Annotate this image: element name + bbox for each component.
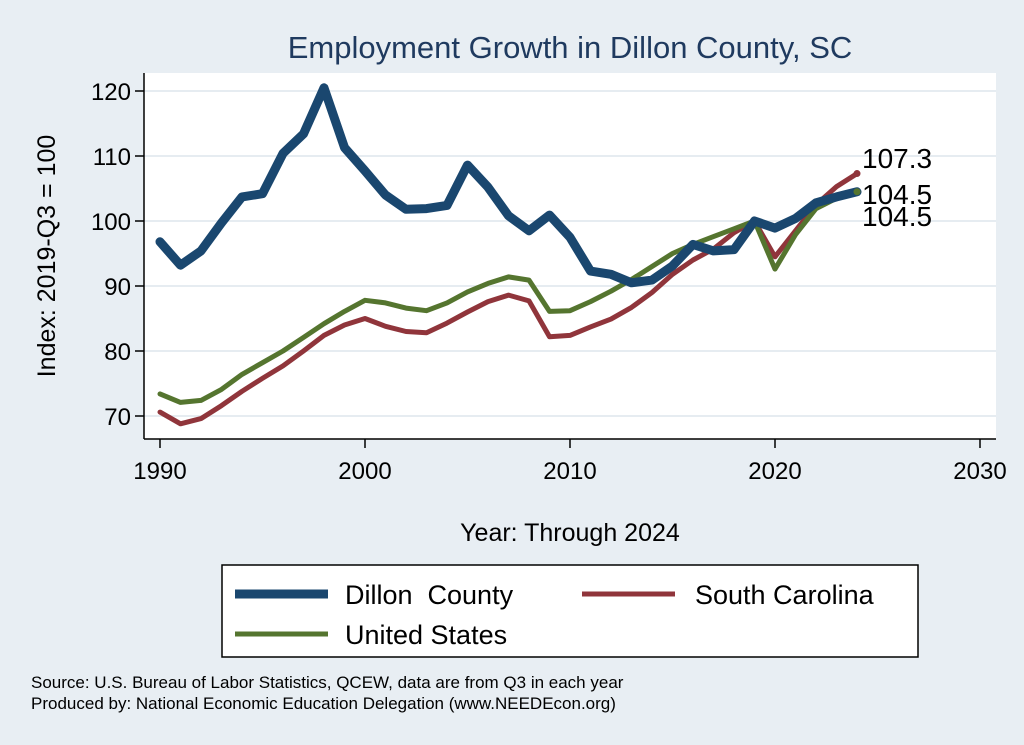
end-point-marker — [854, 170, 861, 177]
x-axis-label: Year: Through 2024 — [460, 519, 680, 547]
y-tick-label: 90 — [104, 274, 131, 301]
legend-label-us: United States — [345, 620, 507, 650]
end-value-label: 107.3 — [862, 143, 932, 174]
x-tick-label: 2020 — [748, 458, 801, 485]
y-tick-label: 80 — [104, 339, 131, 366]
chart-title: Employment Growth in Dillon County, SC — [288, 30, 853, 65]
end-point-marker — [854, 188, 861, 195]
y-tick-label: 70 — [104, 404, 131, 431]
y-tick-label: 100 — [91, 209, 131, 236]
y-tick-label: 110 — [93, 144, 131, 171]
x-tick-label: 2010 — [543, 458, 596, 485]
legend: Dillon County South Carolina United Stat… — [222, 565, 918, 657]
footer-produced-by: Produced by: National Economic Education… — [31, 694, 616, 713]
x-tick-label: 1990 — [133, 458, 186, 485]
y-axis-label: Index: 2019-Q3 = 100 — [33, 135, 61, 378]
x-tick-label: 2000 — [338, 458, 391, 485]
x-tick-label: 2030 — [953, 458, 1006, 485]
y-tick-label: 120 — [91, 79, 131, 106]
plot-area — [144, 73, 996, 439]
legend-label-dillon: Dillon County — [345, 580, 514, 610]
footer-source: Source: U.S. Bureau of Labor Statistics,… — [31, 673, 624, 692]
chart: Employment Growth in Dillon County, SC 7… — [0, 0, 1024, 745]
legend-box — [222, 565, 918, 657]
legend-label-sc: South Carolina — [695, 580, 875, 610]
end-value-label: 104.5 — [862, 201, 932, 232]
